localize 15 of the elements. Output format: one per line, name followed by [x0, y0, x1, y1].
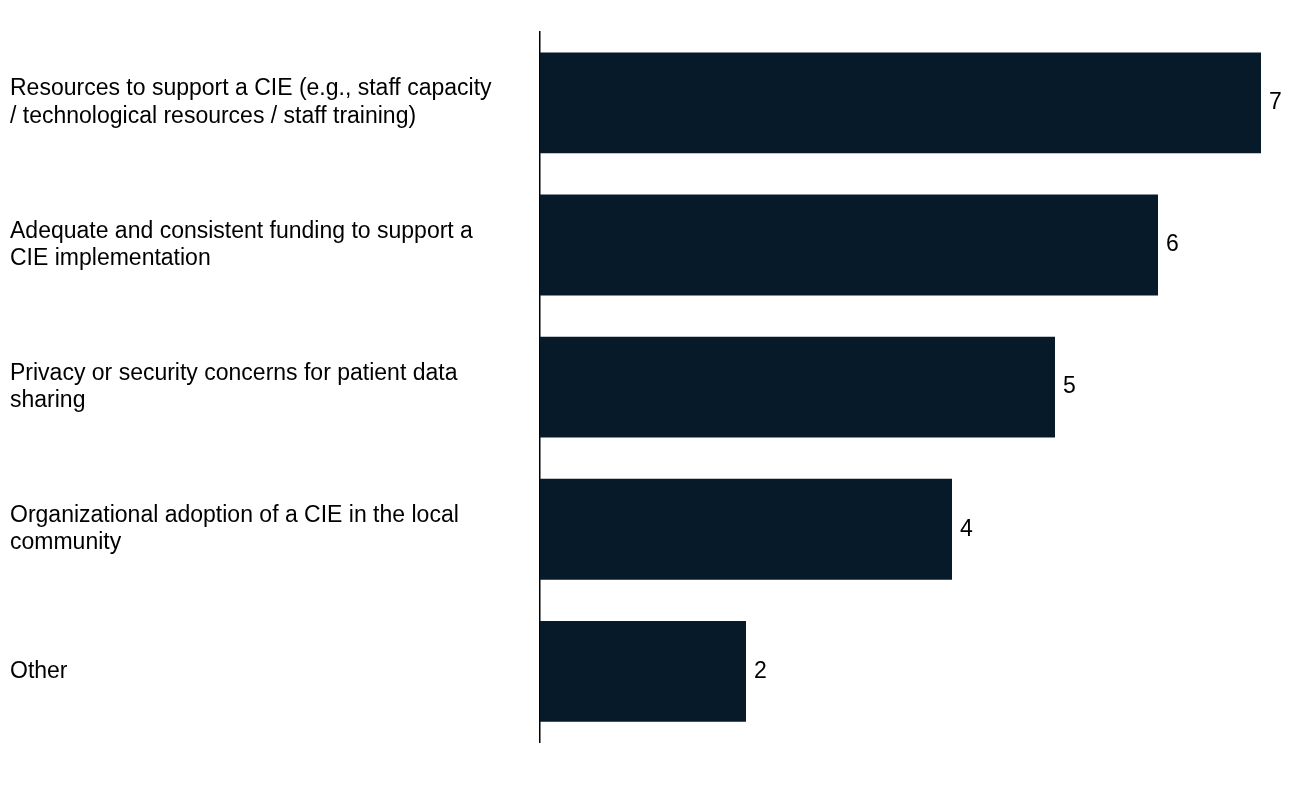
bar	[540, 336, 1055, 438]
data-label: 5	[1063, 372, 1076, 399]
data-label: 2	[754, 656, 767, 683]
bar	[540, 620, 746, 722]
bar	[540, 478, 952, 580]
y-tick-label: Privacy or security concerns for patient data sharing	[10, 358, 458, 413]
y-tick-label: Organizational adoption of a CIE in the local community	[10, 500, 459, 555]
y-tick-label: Adequate and consistent funding to support a CIE implementation	[10, 216, 474, 271]
data-label: 7	[1269, 88, 1282, 115]
bar	[540, 194, 1158, 296]
y-tick-label: Other	[10, 656, 68, 683]
y-tick-label: Resources to support a CIE (e.g., staff capacity / technological resources / staff training)	[10, 74, 493, 128]
data-label: 4	[960, 514, 973, 541]
bar	[540, 52, 1261, 154]
data-label: 6	[1166, 230, 1179, 257]
